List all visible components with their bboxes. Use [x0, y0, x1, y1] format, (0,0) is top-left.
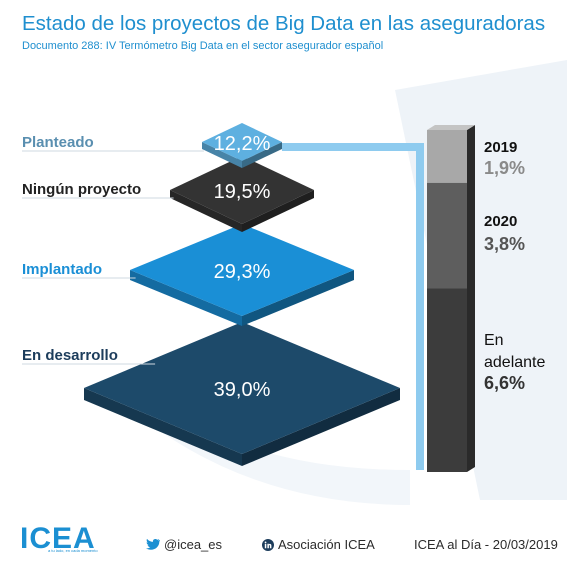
bar-segment [427, 288, 467, 472]
pyramid-layer-side [202, 142, 242, 168]
pyramid-category-label: Ningún proyecto [22, 181, 141, 198]
pyramid-category-label: Planteado [22, 134, 94, 151]
bar-category-label: En [484, 332, 504, 349]
bar-segment [427, 130, 467, 183]
pyramid-layer: 29,3% [130, 224, 354, 326]
chart-title: Estado de los proyectos de Big Data en l… [22, 12, 546, 35]
pyramid-layer-side [170, 190, 242, 232]
pyramid-category-label: Implantado [22, 261, 102, 278]
pyramid-layer: 19,5% [170, 156, 314, 232]
credit-text: ICEA al Día - 20/03/2019 [414, 537, 558, 552]
pyramid-layer: 39,0% [84, 322, 400, 466]
pyramid-layer-top [170, 156, 314, 224]
pyramid-layer-side [130, 270, 242, 326]
pyramid-layer: 12,2% [202, 123, 282, 168]
pyramid-value-label: 19,5% [214, 181, 271, 203]
pyramid-layer-side [242, 190, 314, 232]
bar-category-label: adelante [484, 354, 545, 371]
pyramid-value-label: 12,2% [214, 133, 271, 155]
linkedin-name[interactable]: Asociación ICEA [278, 537, 375, 552]
pyramid-layer-side [242, 270, 354, 326]
pyramid-layer-side [242, 142, 282, 168]
pyramid-value-label: 29,3% [214, 261, 271, 283]
twitter-bird-icon [146, 538, 160, 550]
linkedin-icon [262, 539, 274, 551]
icea-logo: ICEA [20, 522, 96, 555]
twitter-handle[interactable]: @icea_es [164, 537, 223, 552]
pyramid-layer-side [242, 388, 400, 466]
bar-side [467, 125, 475, 472]
pyramid-layer-top [84, 322, 400, 454]
bar-segment [427, 182, 467, 289]
chart-subtitle: Documento 288: IV Termómetro Big Data en… [22, 40, 384, 52]
pyramid-chart: 39,0% En desarrollo 29,3% Implantado 19,5% Ni… [22, 123, 424, 470]
bar-value-label: 3,8% [484, 234, 525, 254]
stacked-bar-chart: 2019 1,9% 2020 3,8% En adelante 6,6% [427, 125, 545, 472]
pyramid-category-label: En desarrollo [22, 347, 118, 364]
bar-category-label: 2019 [484, 139, 517, 156]
bar-value-label: 6,6% [484, 373, 525, 393]
pyramid-value-label: 39,0% [214, 379, 271, 401]
pyramid-layer-side [84, 388, 242, 466]
bar-value-label: 1,9% [484, 158, 525, 178]
pyramid-layer-top [130, 224, 354, 316]
icea-tagline: a tu lado, en cada momento [48, 548, 98, 553]
pyramid-layer-top [202, 123, 282, 161]
bar-category-label: 2020 [484, 213, 517, 230]
pyramid-connector [282, 143, 424, 470]
bar-top [427, 125, 475, 130]
